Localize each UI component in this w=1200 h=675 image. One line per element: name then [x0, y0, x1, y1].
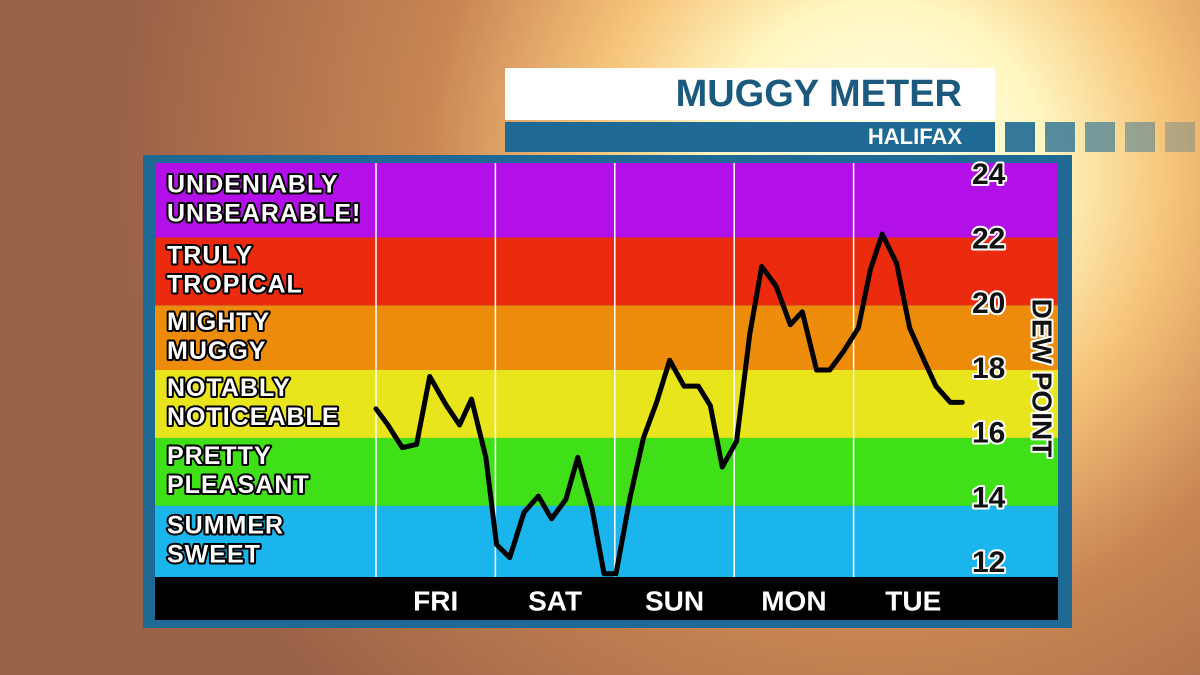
band-label: TROPICAL — [167, 270, 303, 298]
x-axis-bar — [155, 577, 1058, 620]
band — [155, 437, 1058, 506]
subtitle-bar — [505, 122, 995, 152]
band-label: UNBEARABLE! — [167, 199, 361, 227]
band-label: SWEET — [167, 541, 261, 569]
band-label: PRETTY — [167, 442, 272, 470]
band-label: NOTICEABLE — [167, 403, 340, 431]
y-axis-label: DEW POINT — [1027, 299, 1058, 458]
band-label: UNDENIABLY — [167, 170, 339, 198]
band-label: TRULY — [167, 241, 253, 269]
y-tick-label: 24 — [972, 158, 1006, 191]
band-label: MIGHTY — [167, 308, 270, 336]
band-label: SUMMER — [167, 512, 284, 540]
y-tick-label: 14 — [972, 481, 1006, 514]
x-tick-label: TUE — [885, 585, 941, 616]
band — [155, 237, 1058, 306]
title: MUGGY METER — [676, 73, 962, 115]
subtitle: HALIFAX — [868, 124, 962, 149]
band — [155, 163, 1058, 238]
y-tick-label: 22 — [972, 223, 1005, 256]
band-label: NOTABLY — [167, 374, 291, 402]
band — [155, 370, 1058, 438]
x-tick-label: MON — [761, 585, 826, 616]
x-tick-label: SUN — [645, 585, 704, 616]
title-box — [505, 68, 995, 120]
decor-squares — [1005, 122, 1195, 152]
band — [155, 505, 1058, 577]
band-label: PLEASANT — [167, 471, 310, 499]
y-tick-label: 16 — [972, 417, 1005, 450]
y-tick-label: 20 — [972, 287, 1005, 320]
dew-point-line — [373, 231, 965, 577]
y-tick-label: 12 — [972, 546, 1005, 579]
band-label: MUGGY — [167, 337, 266, 365]
y-tick-label: 18 — [972, 352, 1005, 385]
x-tick-label: FRI — [413, 585, 458, 616]
x-tick-label: SAT — [528, 585, 582, 616]
